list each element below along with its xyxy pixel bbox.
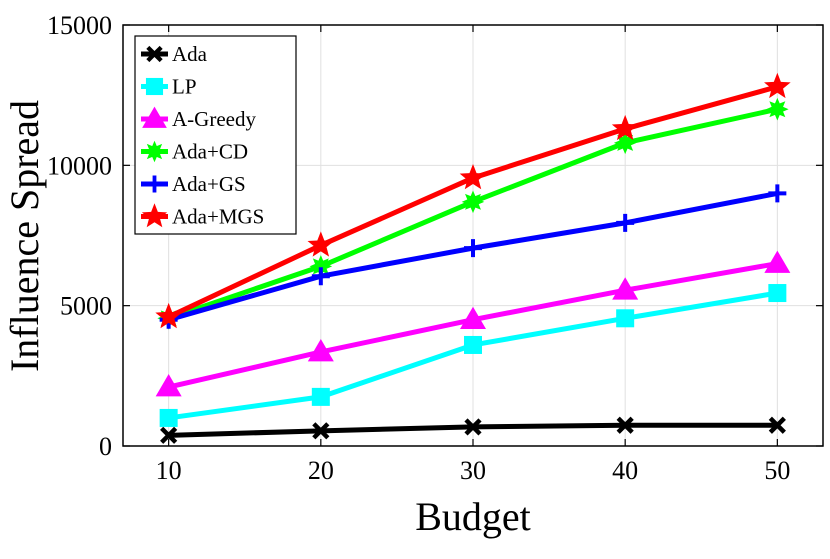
x-tick-label: 10 — [156, 456, 182, 485]
y-axis-title: Influence Spread — [2, 100, 47, 372]
legend-label-ada: Ada — [172, 42, 208, 66]
legend-marker-ada-mgs — [141, 203, 168, 228]
x-tick-label: 20 — [308, 456, 334, 485]
x-tick-label: 30 — [460, 456, 486, 485]
data-point-lp — [311, 387, 330, 406]
data-point-a-greedy — [764, 250, 791, 273]
legend-box — [134, 35, 297, 235]
y-tick-label: 15000 — [47, 11, 112, 40]
data-point-ada — [616, 416, 634, 434]
y-tick-label: 0 — [99, 432, 112, 461]
data-point-ada-mgs — [155, 302, 182, 329]
data-point-ada-mgs — [611, 114, 639, 141]
data-point-ada-gs — [464, 239, 482, 258]
data-point-ada — [160, 426, 178, 444]
x-axis-title: Budget — [415, 494, 531, 539]
data-point-lp — [616, 309, 635, 328]
data-point-ada-mgs — [307, 231, 335, 257]
data-point-ada-cd — [461, 190, 485, 214]
data-point-ada-cd — [766, 97, 789, 121]
data-point-ada-gs — [311, 267, 330, 286]
data-point-ada-mgs — [764, 72, 791, 99]
data-point-ada — [464, 418, 482, 436]
data-point-lp — [464, 335, 482, 354]
legend-marker-ada-gs — [145, 175, 164, 193]
legend-label-a-greedy: A-Greedy — [172, 107, 256, 131]
data-point-ada-mgs — [459, 163, 487, 190]
y-tick-label: 5000 — [60, 292, 112, 321]
legend-marker-a-greedy — [142, 106, 167, 128]
data-point-a-greedy — [612, 277, 639, 300]
legend-label-ada-cd: Ada+CD — [172, 140, 248, 164]
legend-label-ada-mgs: Ada+MGS — [172, 205, 264, 229]
legend-label-ada-gs: Ada+GS — [172, 172, 246, 196]
x-tick-label: 50 — [764, 456, 790, 485]
data-point-a-greedy — [155, 374, 182, 397]
legend-marker-lp — [145, 77, 164, 96]
data-point-lp — [768, 284, 787, 303]
data-point-a-greedy — [307, 338, 334, 362]
axis-ticks: 10 20 30 40 50 0 5000 10000 15000 — [47, 11, 823, 485]
x-tick-label: 40 — [612, 456, 638, 485]
data-point-lp — [159, 408, 178, 427]
data-point-ada — [768, 416, 786, 434]
y-tick-label: 10000 — [47, 151, 112, 180]
legend-marker-ada-cd — [143, 140, 166, 163]
legend-label-lp: LP — [172, 75, 197, 99]
data-series — [155, 72, 791, 444]
data-point-a-greedy — [460, 306, 486, 330]
legend-marker-ada — [146, 45, 163, 63]
data-point-ada-gs — [616, 213, 635, 232]
data-point-ada — [312, 422, 330, 440]
legend: Ada LP A-Greedy Ada+CD Ada+GS Ada+MGS — [134, 35, 297, 235]
data-point-ada-gs — [768, 184, 787, 203]
